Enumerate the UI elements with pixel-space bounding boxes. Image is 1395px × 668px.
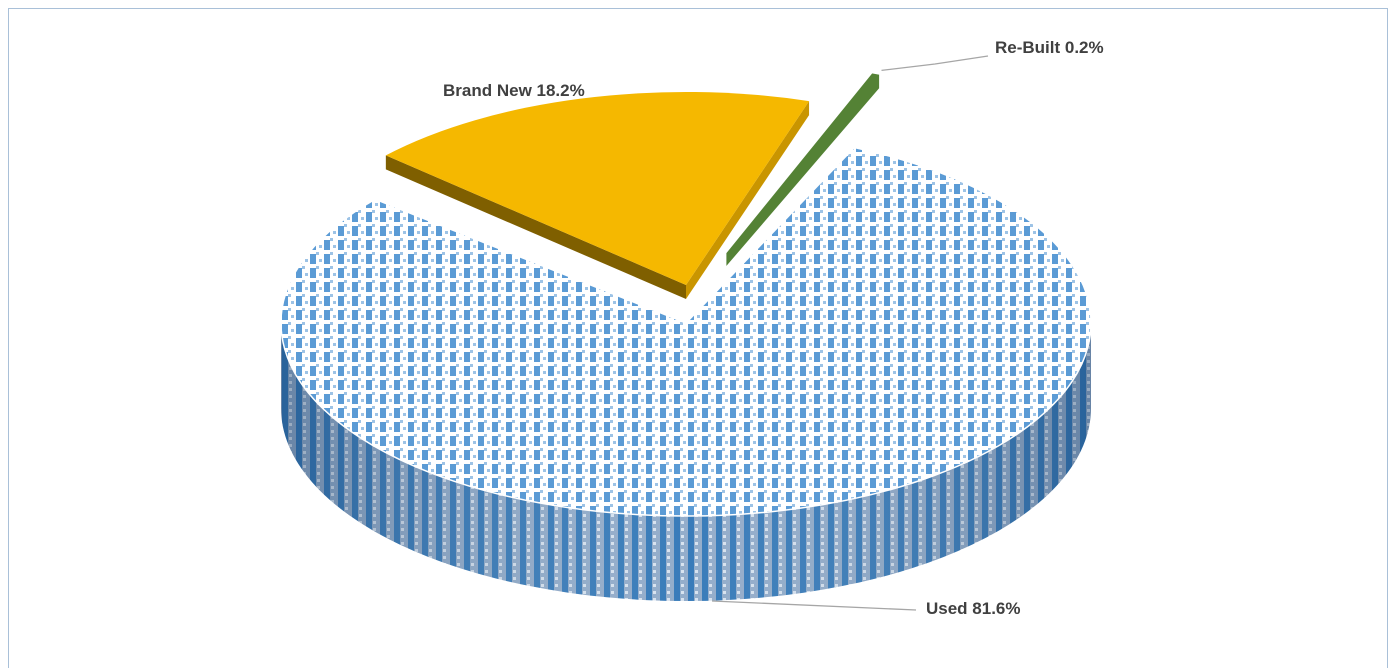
slice-brand-new [385,92,810,285]
label-brand-new: Brand New 18.2% [443,81,585,100]
leader-used [711,600,917,611]
slice-re-built [725,72,880,269]
slice-used-side-shade [281,323,1091,601]
leader-re-built [881,55,989,72]
slice-brand-new-edge-right [686,101,810,300]
label-used: Used 81.6% [926,599,1021,618]
label-re-built: Re-Built 0.2% [995,38,1104,57]
slice-used [280,146,1092,517]
slice-brand-new-edge [385,155,686,299]
